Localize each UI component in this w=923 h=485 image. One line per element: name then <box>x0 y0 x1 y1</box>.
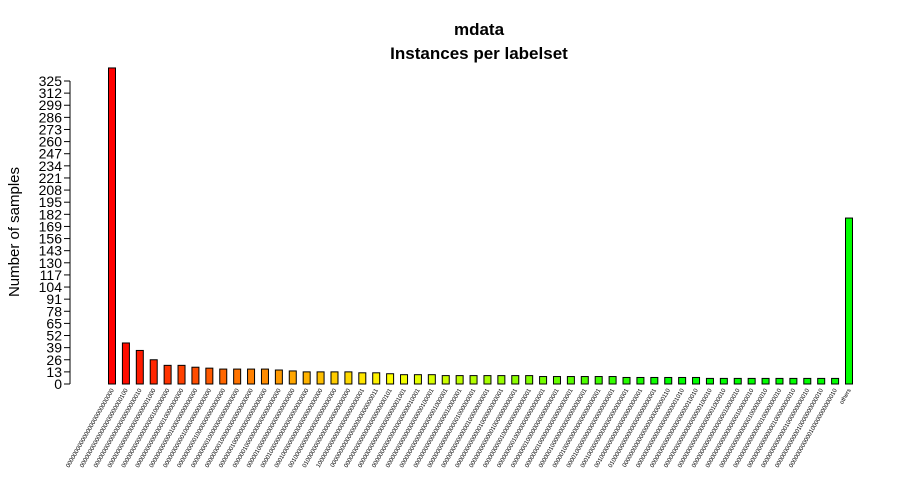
bar-13 <box>288 370 297 385</box>
bar-53 <box>845 217 853 385</box>
bar-16 <box>330 371 339 385</box>
bar-29 <box>511 375 520 385</box>
bar-21 <box>400 374 409 385</box>
y-tick-label: 195 <box>39 194 63 210</box>
bar-48 <box>775 377 784 385</box>
bar-23 <box>427 374 436 385</box>
y-tick-label: 143 <box>39 243 63 259</box>
bar-3 <box>149 359 158 385</box>
y-tick-label: 117 <box>40 267 63 283</box>
bar-43 <box>705 377 714 385</box>
y-tick-label: 13 <box>46 364 62 380</box>
y-axis: 0132639526578911041171301431561691821952… <box>39 73 71 392</box>
bar-0 <box>108 67 116 385</box>
bar-37 <box>622 376 631 385</box>
bar-38 <box>636 376 645 385</box>
x-tick-label-53: others <box>839 388 853 405</box>
y-tick-label: 234 <box>39 158 63 174</box>
y-tick-label: 91 <box>46 291 62 307</box>
y-tick-label: 260 <box>39 134 63 150</box>
bar-6 <box>191 366 200 385</box>
y-tick-label: 325 <box>39 73 63 89</box>
bar-41 <box>678 376 687 385</box>
bar-25 <box>455 375 464 385</box>
bar-34 <box>580 376 589 385</box>
bar-2 <box>135 349 144 385</box>
chart-title: mdata <box>454 20 505 39</box>
bar-19 <box>372 372 381 385</box>
bar-36 <box>608 376 617 385</box>
bar-51 <box>817 377 826 385</box>
y-tick-label: 169 <box>39 218 63 234</box>
bar-26 <box>469 375 478 385</box>
bar-30 <box>525 375 534 385</box>
chart-subtitle: Instances per labelset <box>390 44 568 63</box>
bar-45 <box>733 377 742 385</box>
bar-42 <box>692 376 701 385</box>
bar-22 <box>413 374 422 385</box>
bar-7 <box>205 367 214 385</box>
y-tick-label: 0 <box>54 376 62 392</box>
y-tick-label: 208 <box>39 182 63 198</box>
bar-46 <box>747 377 756 385</box>
bar-15 <box>316 371 325 385</box>
bar-9 <box>233 368 242 385</box>
y-tick-label: 247 <box>39 146 63 162</box>
bar-1 <box>121 342 130 385</box>
bar-47 <box>761 377 770 385</box>
bar-20 <box>386 373 395 385</box>
bar-49 <box>789 377 798 385</box>
bar-8 <box>219 368 228 385</box>
bar-52 <box>831 377 840 385</box>
y-tick-label: 52 <box>46 328 62 344</box>
y-tick-label: 26 <box>46 352 62 368</box>
bar-10 <box>247 368 256 385</box>
y-tick-label: 221 <box>39 170 63 186</box>
bar-11 <box>260 368 269 385</box>
bar-12 <box>274 369 283 385</box>
y-tick-label: 39 <box>46 340 62 356</box>
bar-33 <box>566 376 575 385</box>
y-tick-label: 130 <box>39 255 63 271</box>
y-tick-label: 78 <box>46 303 62 319</box>
bar-14 <box>302 371 311 385</box>
bar-32 <box>552 376 561 385</box>
y-tick-label: 286 <box>39 109 63 125</box>
y-tick-label: 312 <box>39 85 63 101</box>
y-axis-label: Number of samples <box>6 167 23 297</box>
bar-35 <box>594 376 603 385</box>
bar-50 <box>803 377 812 385</box>
bar-27 <box>483 375 492 385</box>
bar-44 <box>719 377 728 385</box>
bar-17 <box>344 371 353 385</box>
bar-24 <box>441 375 450 385</box>
y-tick-label: 182 <box>39 206 63 222</box>
bar-28 <box>497 375 506 385</box>
y-tick-label: 156 <box>39 231 63 247</box>
y-tick-label: 299 <box>39 97 63 113</box>
bar-18 <box>358 372 367 385</box>
x-tick-labels: 0000000000000000000000000000000000000000… <box>65 387 852 469</box>
y-tick-label: 273 <box>39 121 63 137</box>
bar-4 <box>163 364 172 385</box>
bar-39 <box>650 376 659 385</box>
bar-31 <box>539 376 548 385</box>
bar-5 <box>177 364 186 385</box>
y-tick-label: 65 <box>46 315 62 331</box>
bar-40 <box>664 376 673 385</box>
y-tick-label: 104 <box>39 279 63 295</box>
bars-group <box>108 67 853 385</box>
